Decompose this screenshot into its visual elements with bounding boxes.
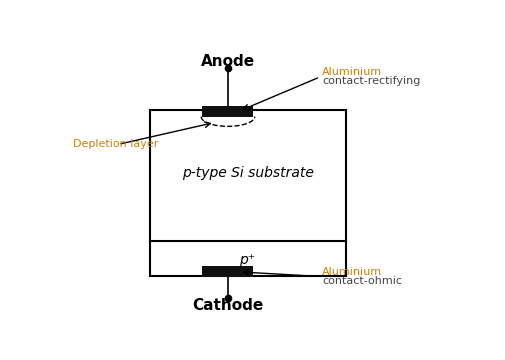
Text: Aluminium: Aluminium — [322, 267, 381, 277]
Text: contact-rectifying: contact-rectifying — [322, 76, 420, 86]
Text: Aluminium: Aluminium — [322, 67, 381, 77]
Text: p-type Si substrate: p-type Si substrate — [181, 166, 313, 180]
Bar — [202, 105, 253, 117]
Text: p⁺: p⁺ — [239, 253, 255, 267]
Text: Anode: Anode — [200, 54, 255, 69]
Bar — [202, 266, 253, 278]
Text: contact-ohmic: contact-ohmic — [322, 276, 401, 286]
Text: Depletion layer: Depletion layer — [73, 139, 158, 149]
Text: Cathode: Cathode — [192, 298, 263, 312]
Bar — [149, 110, 345, 276]
